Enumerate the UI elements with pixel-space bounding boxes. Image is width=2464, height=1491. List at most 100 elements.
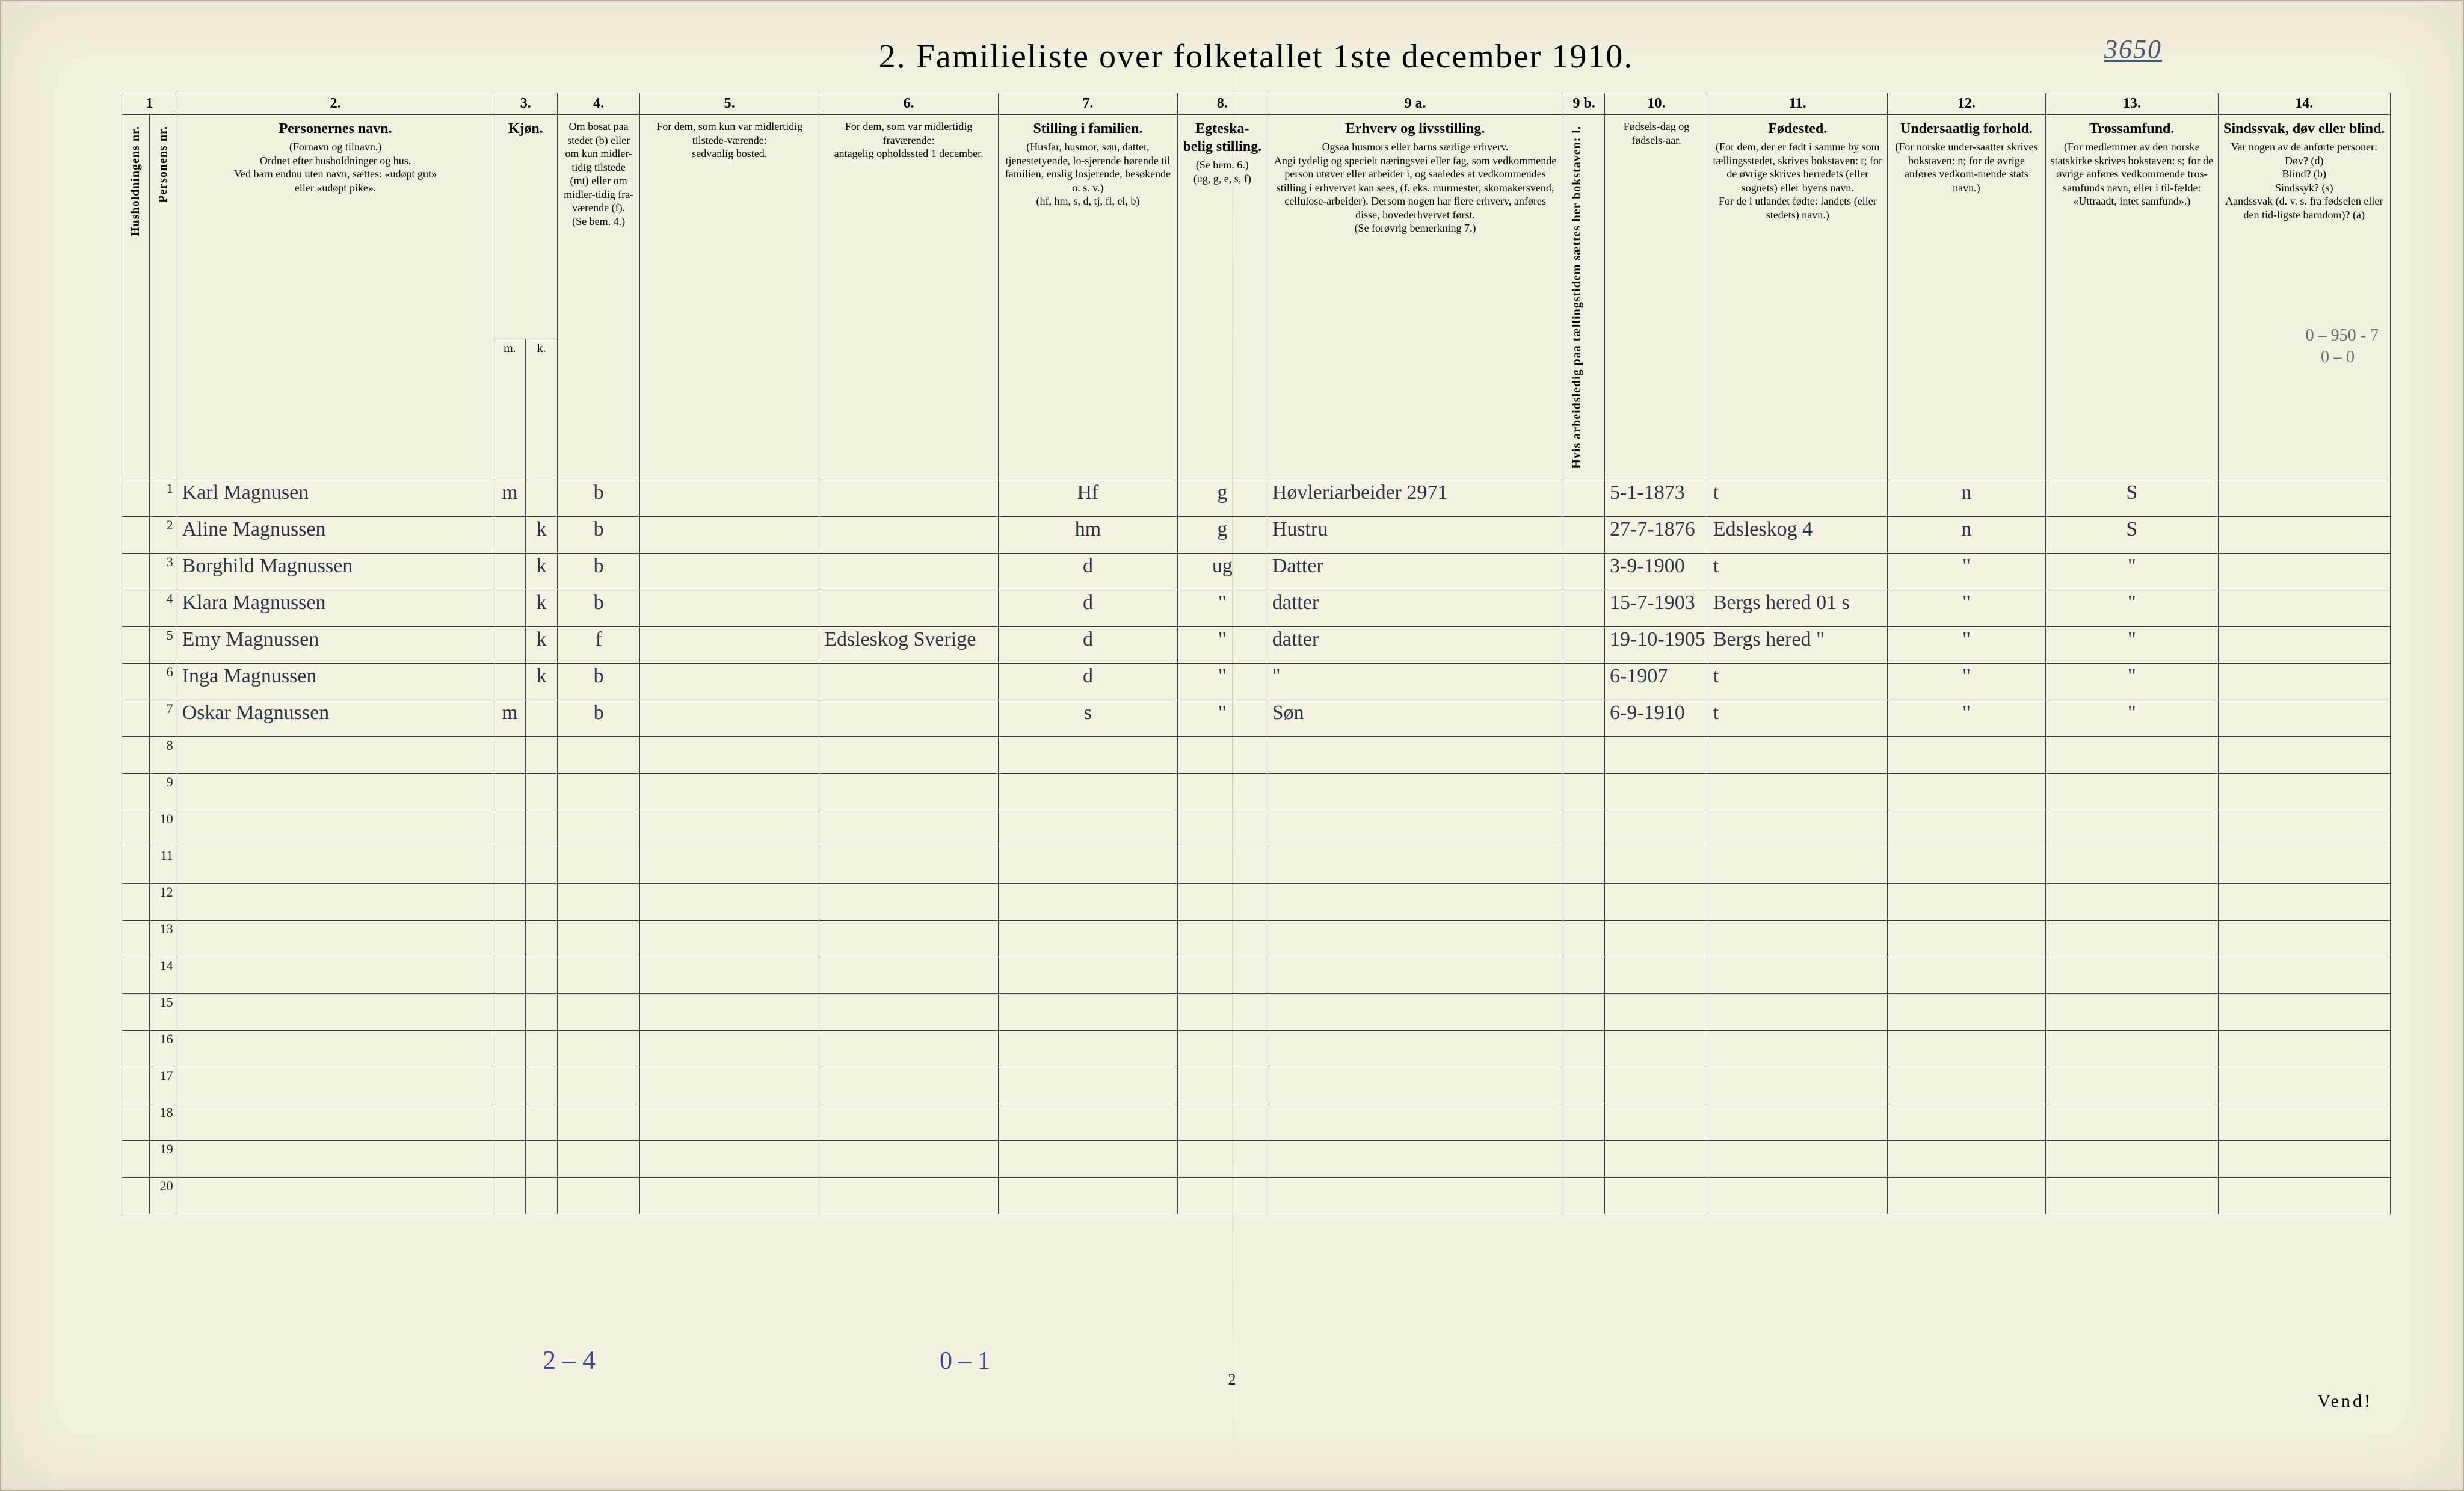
table-header: 1 2. 3. 4. 5. 6. 7. 8. 9 a. 9 b. 10. 11.… — [122, 93, 2391, 480]
cell-empty — [819, 993, 999, 1030]
cell-empty — [819, 920, 999, 957]
colnum-2: 2. — [177, 93, 494, 115]
header-family-position: Stilling i familien. (Husfar, husmor, sø… — [999, 115, 1178, 480]
cell-empty — [2218, 920, 2390, 957]
cell-empty — [2046, 1104, 2218, 1140]
cell-empty — [2218, 736, 2390, 773]
cell-fam: hm — [999, 516, 1178, 553]
cell-dis — [2218, 516, 2390, 553]
cell-empty — [1177, 1177, 1267, 1214]
footer-annotation-mid: 0 – 1 — [940, 1347, 990, 1375]
cell-household-no — [122, 993, 150, 1030]
cell-person-no: 1 — [149, 480, 177, 516]
cell-household-no — [122, 883, 150, 920]
cell-rel: S — [2046, 480, 2218, 516]
cell-empty — [494, 883, 526, 920]
cell-birthplace: t — [1708, 700, 1887, 736]
cell-empty — [1177, 847, 1267, 883]
table-row-empty: 16 — [122, 1030, 2391, 1067]
page-title-row: 2. Familieliste over folketallet 1ste de… — [122, 37, 2391, 76]
cell-person-no: 17 — [149, 1067, 177, 1104]
cell-sex-m — [494, 516, 526, 553]
column-header-row: Husholdningens nr. Personens nr. Persone… — [122, 115, 2391, 339]
cell-sex-k: k — [526, 590, 558, 626]
cell-household-no — [122, 920, 150, 957]
cell-empty — [1605, 1140, 1708, 1177]
cell-person-no: 3 — [149, 553, 177, 590]
cell-empty — [1605, 847, 1708, 883]
cell-empty — [2218, 1030, 2390, 1067]
cell-empty — [2046, 810, 2218, 847]
cell-empty — [2218, 1067, 2390, 1104]
cell-birthplace: Bergs hered 01 s — [1708, 590, 1887, 626]
cell-person-no: 11 — [149, 847, 177, 883]
cell-name: Oskar Magnussen — [177, 700, 494, 736]
cell-empty — [1708, 1030, 1887, 1067]
cell-empty — [2046, 1140, 2218, 1177]
header-name: Personernes navn. (Fornavn og tilnavn.)O… — [177, 115, 494, 480]
cell-empty — [557, 883, 639, 920]
cell-occ: datter — [1267, 590, 1563, 626]
cell-nat: " — [1887, 626, 2045, 663]
cell-sex-k: k — [526, 626, 558, 663]
cell-birthplace: Bergs hered " — [1708, 626, 1887, 663]
cell-person-no: 6 — [149, 663, 177, 700]
header-dob: Fødsels-dag og fødsels-aar. — [1605, 115, 1708, 480]
cell-empty — [2046, 847, 2218, 883]
cell-household-no — [122, 810, 150, 847]
cell-res: b — [557, 700, 639, 736]
cell-empty — [1605, 736, 1708, 773]
table-row: 2Aline MagnussenkbhmgHustru27-7-1876Edsl… — [122, 516, 2391, 553]
table-row: 1Karl MagnusenmbHfgHøvleriarbeider 29715… — [122, 480, 2391, 516]
cell-empty — [2218, 773, 2390, 810]
cell-empty — [526, 1030, 558, 1067]
margin-annotation-top-right-2: 0 – 0 — [2321, 348, 2355, 367]
cell-temp-abs — [819, 553, 999, 590]
subheader-sex-m: m. — [494, 339, 526, 480]
cell-empty — [2218, 1140, 2390, 1177]
cell-empty — [526, 993, 558, 1030]
cell-empty — [640, 1104, 819, 1140]
cell-person-no: 20 — [149, 1177, 177, 1214]
cell-sex-m — [494, 663, 526, 700]
table-row-empty: 20 — [122, 1177, 2391, 1214]
cell-person-no: 2 — [149, 516, 177, 553]
cell-empty — [2046, 957, 2218, 993]
cell-mar: " — [1177, 700, 1267, 736]
cell-empty — [1887, 883, 2045, 920]
cell-empty — [1887, 1067, 2045, 1104]
cell-sex-m — [494, 590, 526, 626]
cell-empty — [494, 1067, 526, 1104]
cell-empty — [494, 993, 526, 1030]
cell-empty — [1887, 1104, 2045, 1140]
header-sex: Kjøn. — [494, 115, 557, 339]
cell-empty — [526, 1067, 558, 1104]
cell-empty — [1605, 957, 1708, 993]
header-occupation: Erhverv og livsstilling. Ogsaa husmors e… — [1267, 115, 1563, 480]
cell-dis — [2218, 553, 2390, 590]
cell-household-no — [122, 736, 150, 773]
cell-empty — [640, 773, 819, 810]
cell-birthplace: t — [1708, 553, 1887, 590]
cell-empty — [1177, 1067, 1267, 1104]
cell-res: f — [557, 626, 639, 663]
header-disability: Sindssvak, døv eller blind. Var nogen av… — [2218, 115, 2390, 480]
cell-fam: d — [999, 553, 1178, 590]
cell-name: Borghild Magnussen — [177, 553, 494, 590]
cell-empty — [557, 1140, 639, 1177]
cell-empty — [999, 810, 1178, 847]
cell-empty — [1605, 920, 1708, 957]
colnum-11: 11. — [1708, 93, 1887, 115]
cell-empty — [557, 736, 639, 773]
cell-empty — [640, 920, 819, 957]
cell-person-no: 4 — [149, 590, 177, 626]
cell-empty — [1708, 1104, 1887, 1140]
cell-empty — [177, 957, 494, 993]
cell-birthplace: t — [1708, 663, 1887, 700]
cell-household-no — [122, 773, 150, 810]
cell-empty — [1605, 1177, 1708, 1214]
cell-empty — [177, 847, 494, 883]
cell-empty — [177, 1067, 494, 1104]
cell-empty — [2218, 1177, 2390, 1214]
cell-dis — [2218, 663, 2390, 700]
